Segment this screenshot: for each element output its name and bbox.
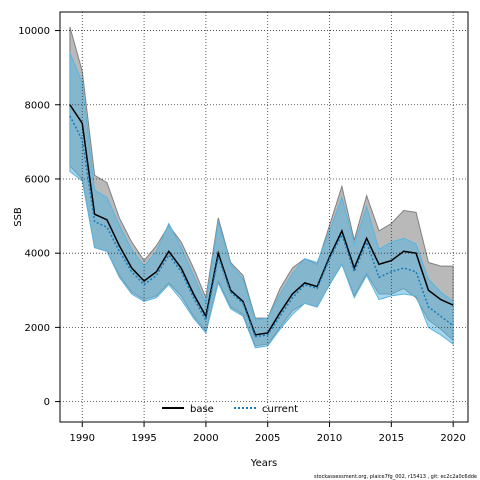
x-tick-label: 1990 [70,433,95,444]
legend: base current [162,404,298,415]
x-tick-label: 2005 [255,433,280,444]
series-lines [69,104,454,338]
x-axis-title: Years [250,458,277,469]
y-tick-label: 2000 [25,323,50,334]
y-tick-label: 8000 [25,100,50,111]
band-base [69,26,454,347]
plot-frame [59,11,469,423]
legend-label-current: current [262,404,298,415]
legend-label-base: base [190,404,214,415]
y-tick-label: 0 [44,397,50,408]
line-current [69,115,454,338]
x-axis: 1990 1995 2000 2005 2010 2015 2020 [70,422,466,444]
x-tick-label: 1995 [131,433,156,444]
x-tick-label: 2010 [317,433,342,444]
y-tick-label: 10000 [18,26,50,37]
confidence-bands [69,26,454,349]
x-tick-label: 2015 [379,433,404,444]
x-tick-label: 2020 [440,433,465,444]
grid-lines [60,12,468,422]
y-tick-label: 4000 [25,249,50,260]
band-current [69,52,454,349]
line-base [69,104,454,336]
y-tick-label: 6000 [25,174,50,185]
y-axis: 0 2000 4000 6000 8000 10000 [18,26,60,408]
x-tick-label: 2000 [193,433,218,444]
footer-text: stockassessment.org, plaice7fg_002, r154… [314,474,477,480]
y-axis-title: SSB [13,207,24,227]
